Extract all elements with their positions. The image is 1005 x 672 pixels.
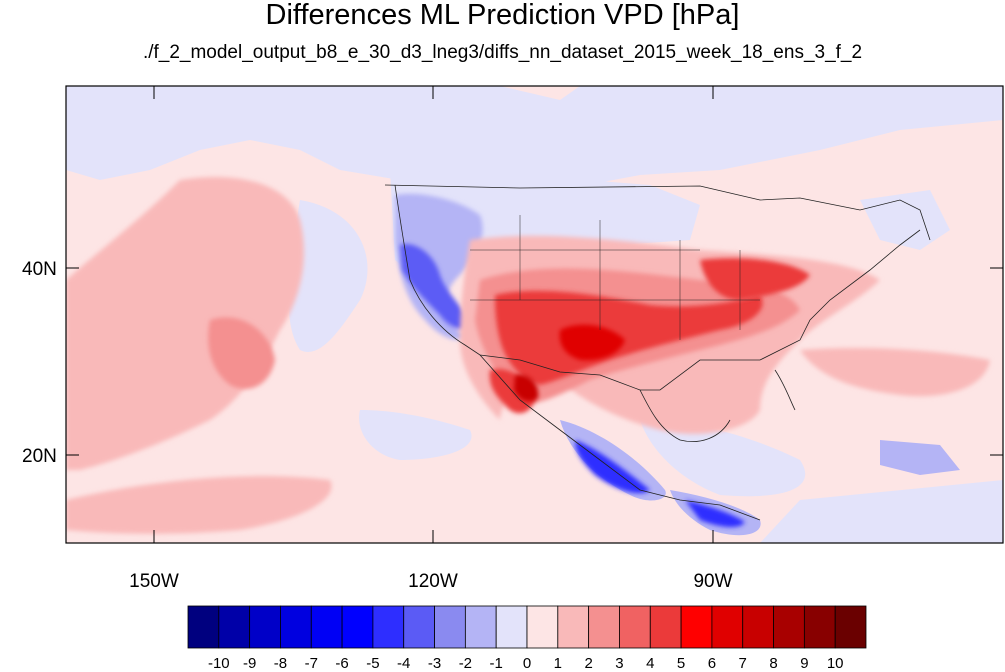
colorbar-label: -3	[428, 655, 441, 672]
lat-labels: 40N 20N	[22, 259, 57, 467]
northeast-neg-region	[860, 190, 950, 250]
northern-us-neg-region	[390, 170, 700, 280]
california-strong-neg	[400, 244, 470, 330]
colorbar-swatch	[495, 605, 528, 649]
lat-label-40N: 40N	[22, 259, 57, 280]
lon-label-90W: 90W	[693, 571, 732, 592]
florida	[774, 369, 796, 411]
colorbar-label: -6	[335, 655, 348, 672]
colorbar-label: -1	[490, 655, 503, 672]
mexico-coastline	[479, 354, 761, 521]
colorbar-swatch	[588, 605, 620, 649]
colorbar-swatch	[834, 605, 867, 649]
colorbar-label: -4	[397, 655, 410, 672]
colorbar-label: -10	[208, 655, 230, 672]
us-canada-border	[384, 184, 931, 241]
west-texas-strong-pos	[559, 324, 625, 361]
colorbar-label: 3	[615, 655, 623, 672]
colorbar-swatch	[310, 605, 343, 649]
colorbar-label: 0	[523, 655, 531, 672]
us-coastline	[394, 184, 921, 391]
colorbar-label: 8	[769, 655, 777, 672]
mexico-pacific-neg-region	[359, 410, 472, 460]
colorbar-label: 6	[708, 655, 716, 672]
colorbar-swatch	[711, 605, 744, 649]
state-borders	[470, 215, 760, 340]
colorbar-swatch	[341, 605, 374, 649]
lon-label-150W: 150W	[129, 571, 179, 592]
negative-difference-regions	[66, 86, 1003, 543]
southeast-neg-region	[760, 480, 1003, 543]
colorbar-swatch	[742, 605, 774, 649]
colorbar-swatch	[249, 605, 281, 649]
colorbar: -10 -9 -8 -7 -6 -5 -4 -3 -2 -1 0 1 2 3 4 5 6 7 8 9 10	[187, 605, 867, 672]
colorbar-swatch	[372, 605, 405, 649]
colorbar-label: 5	[677, 655, 685, 672]
map-title: Differences ML Prediction VPD [hPa]	[265, 0, 740, 31]
sonora-strong-pos	[514, 374, 539, 402]
coastlines-and-borders	[384, 184, 931, 521]
mexico-coast-strong-neg	[575, 440, 650, 494]
colorbar-swatch	[526, 605, 559, 649]
colorbar-swatch	[403, 605, 435, 649]
colorbar-swatch	[619, 605, 651, 649]
colorbar-swatch	[803, 605, 836, 649]
colorbar-label: 2	[584, 655, 592, 672]
colorbar-label: -5	[366, 655, 379, 672]
colorbar-label: 1	[554, 655, 562, 672]
colorbar-swatch	[680, 605, 713, 649]
colorbar-label: -7	[305, 655, 318, 672]
positive-difference-regions	[66, 176, 990, 534]
colorbar-swatch	[280, 605, 312, 649]
mexico-coast-neg-region	[560, 420, 666, 501]
colorbar-swatch	[218, 605, 251, 649]
offshore-pacific-neg-region	[288, 200, 368, 352]
gulf-coast	[639, 389, 731, 442]
caribbean-neg-region	[640, 420, 806, 497]
colorbar-label: -8	[274, 655, 287, 672]
california-nevada-neg-region	[395, 193, 483, 340]
colorbar-swatch	[557, 605, 590, 649]
map-subtitle: ./f_2_model_output_b8_e_30_d3_lneg3/diff…	[142, 42, 863, 63]
atlantic-pos-region	[800, 348, 990, 397]
antilles-neg-region	[880, 440, 960, 475]
colorbar-label: -2	[459, 655, 472, 672]
lon-label-120W: 120W	[408, 571, 458, 592]
pacific-pos-region	[66, 176, 304, 471]
tropical-pacific-pos-region	[66, 476, 332, 534]
tick-marks	[66, 86, 1003, 543]
northern-pacific-neg-region	[66, 86, 1003, 200]
plot-frame	[65, 85, 1004, 544]
midwest-pos	[700, 258, 810, 300]
colorbar-swatch	[773, 605, 805, 649]
colorbar-label: 9	[800, 655, 808, 672]
colorbar-label: 4	[646, 655, 654, 672]
colorbar-swatch	[187, 605, 220, 649]
colorbar-swatch	[434, 605, 466, 649]
colorbar-label: 10	[827, 655, 844, 672]
colorbar-label: 7	[739, 655, 747, 672]
map-field	[66, 86, 1003, 543]
lon-labels: 150W 120W 90W	[129, 571, 732, 592]
texas-oklahoma-pos	[495, 290, 763, 385]
colorbar-swatch	[464, 605, 497, 649]
central-america-strong-neg	[685, 500, 745, 528]
lat-label-20N: 20N	[22, 446, 57, 467]
central-pacific-pos	[208, 317, 275, 389]
colorbar-label: -9	[243, 655, 256, 672]
colorbar-swatch	[649, 605, 682, 649]
